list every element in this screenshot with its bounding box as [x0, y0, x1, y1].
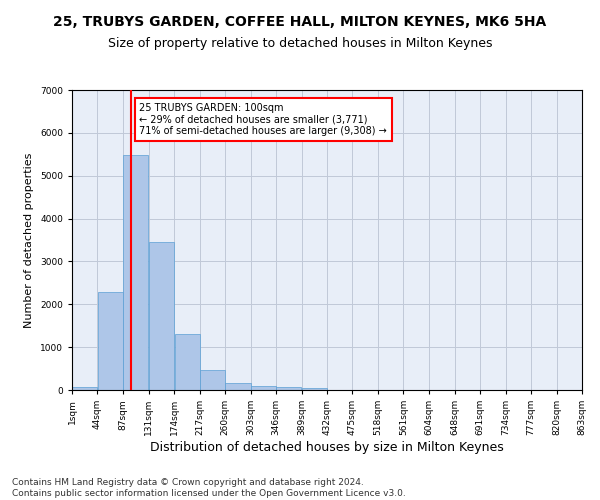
Text: Contains HM Land Registry data © Crown copyright and database right 2024.
Contai: Contains HM Land Registry data © Crown c…	[12, 478, 406, 498]
Text: 25 TRUBYS GARDEN: 100sqm
← 29% of detached houses are smaller (3,771)
71% of sem: 25 TRUBYS GARDEN: 100sqm ← 29% of detach…	[139, 103, 387, 136]
Bar	[200, 370, 225, 390]
Bar	[251, 386, 276, 390]
Bar	[72, 387, 97, 390]
Bar	[175, 334, 200, 390]
Bar	[226, 383, 251, 390]
Text: Size of property relative to detached houses in Milton Keynes: Size of property relative to detached ho…	[108, 38, 492, 51]
Bar	[98, 292, 123, 390]
Bar	[276, 388, 301, 390]
Bar	[123, 155, 148, 390]
X-axis label: Distribution of detached houses by size in Milton Keynes: Distribution of detached houses by size …	[150, 441, 504, 454]
Text: 25, TRUBYS GARDEN, COFFEE HALL, MILTON KEYNES, MK6 5HA: 25, TRUBYS GARDEN, COFFEE HALL, MILTON K…	[53, 15, 547, 29]
Bar	[149, 242, 174, 390]
Y-axis label: Number of detached properties: Number of detached properties	[25, 152, 34, 328]
Bar	[302, 388, 327, 390]
